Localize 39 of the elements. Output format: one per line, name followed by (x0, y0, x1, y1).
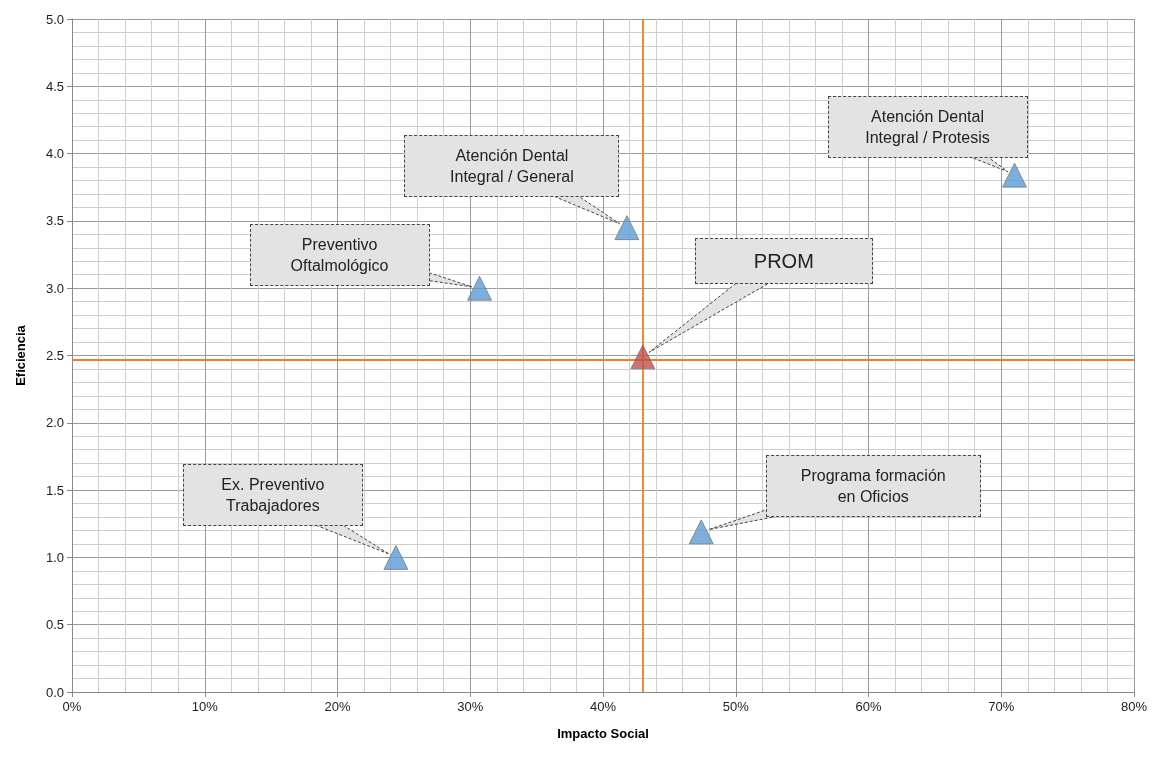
y-axis-title: Eficiencia (13, 324, 28, 386)
x-tick-label: 40% (589, 699, 617, 714)
annotation: Preventivo Oftalmológico (289, 235, 390, 277)
annotation: Atención Dental Integral / Protesis (864, 107, 991, 149)
callout-box: Programa formación en Oficios (765, 454, 981, 517)
point (383, 545, 409, 570)
x-tick-label: 70% (988, 699, 1015, 714)
x-tick-label: 20% (324, 699, 351, 714)
point (467, 275, 492, 301)
y-tick-label: 1.0 (45, 549, 64, 565)
y-tick-label: 3.0 (45, 280, 64, 296)
callout-box: PROM (694, 237, 873, 284)
y-tick-label: 1.5 (45, 482, 64, 498)
annotation: Atención Dental Integral / General (449, 145, 575, 187)
y-tick-label: 2.5 (45, 348, 64, 363)
x-tick-label: 50% (722, 699, 750, 714)
point (614, 215, 640, 241)
y-tick-label: 0.5 (45, 617, 64, 633)
x-axis-title: Impacto Social (557, 726, 649, 741)
point (630, 344, 656, 370)
point (1002, 162, 1027, 188)
y-tick-label: 2.0 (45, 415, 64, 431)
x-tick-label: 80% (1120, 699, 1148, 714)
x-tick-label: 60% (855, 699, 882, 714)
callout-box: Ex. Preventivo Trabajadores (182, 464, 363, 527)
y-tick-label: 5.0 (45, 11, 64, 27)
x-tick-label: 30% (457, 699, 484, 714)
x-tick-label: 10% (191, 699, 219, 714)
y-tick-label: 0.0 (45, 684, 64, 700)
y-tick-label: 3.5 (45, 213, 64, 229)
annotation: Programa formación en Oficios (799, 465, 947, 507)
y-tick-label: 4.0 (45, 146, 64, 162)
x-tick-label: 0% (62, 699, 82, 714)
callout-box: Preventivo Oftalmológico (249, 224, 430, 287)
annotation: PROM (753, 248, 814, 273)
annotation: Ex. Preventivo Trabajadores (220, 475, 326, 517)
y-tick-label: 4.5 (45, 78, 64, 94)
point (688, 519, 714, 545)
callout-box: Atención Dental Integral / General (404, 134, 620, 197)
